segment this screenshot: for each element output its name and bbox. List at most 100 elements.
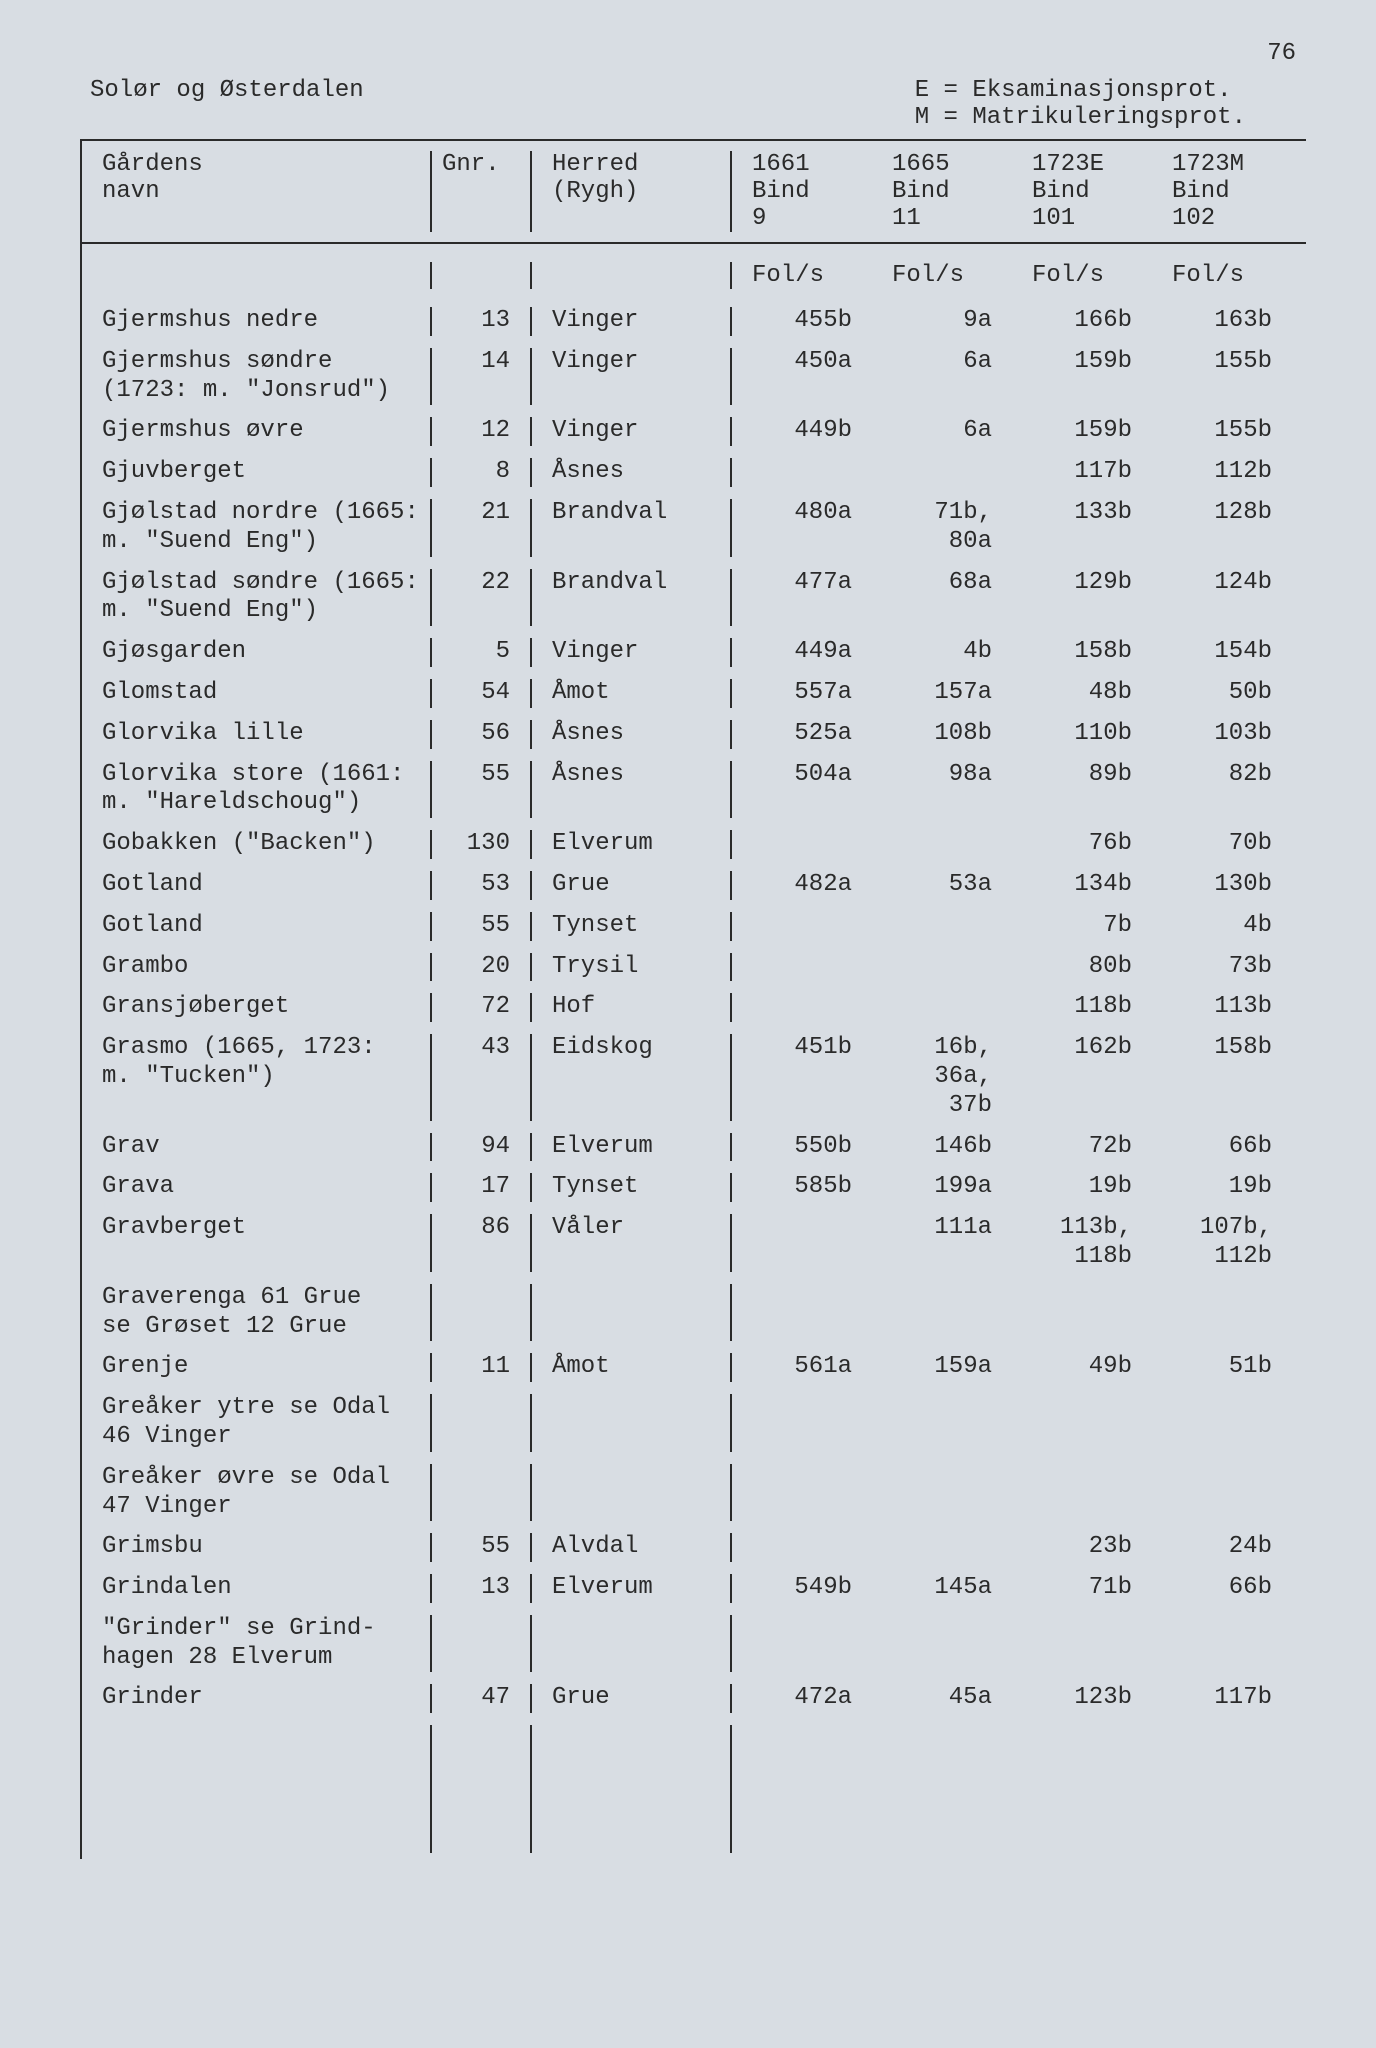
table-row: Gjermshus nedre13Vinger455b9a166b163b (82, 301, 1306, 342)
table-row: Grav94Elverum550b146b72b66b (82, 1127, 1306, 1168)
table-row: Gotland53Grue482a53a134b130b (82, 865, 1306, 906)
cell-navn: Gjølstad søndre (1665: m. "Suend Eng") (82, 569, 432, 627)
cell-bind3: 19b (1012, 1173, 1152, 1202)
cell-navn: Glomstad (82, 679, 432, 708)
cell-bind3 (1012, 1615, 1152, 1673)
cell-bind4: 24b (1152, 1533, 1292, 1562)
region-title: Solør og Østerdalen (50, 77, 364, 131)
cell-bind2 (872, 993, 1012, 1022)
cell-bind4: 66b (1152, 1133, 1292, 1162)
padding-cell (872, 1725, 1012, 1853)
cell-bind3: 71b (1012, 1574, 1152, 1603)
cell-bind2: 157a (872, 679, 1012, 708)
cell-bind3: 123b (1012, 1684, 1152, 1713)
table-row: Grasmo (1665, 1723: m. "Tucken")43Eidsko… (82, 1028, 1306, 1126)
cell-navn: Glorvika store (1661: m. "Hareldschoug") (82, 761, 432, 819)
cell-bind3: 110b (1012, 720, 1152, 749)
cell-bind4: 163b (1152, 307, 1292, 336)
padding-cell (1012, 1725, 1152, 1853)
cell-bind3 (1012, 1394, 1152, 1452)
table-row: Grimsbu55Alvdal23b24b (82, 1527, 1306, 1568)
cell-bind2: 68a (872, 569, 1012, 627)
fols-label-4: Fol/s (1152, 262, 1292, 289)
cell-herred: Brandval (532, 499, 732, 557)
table: Gårdens navn Gnr. Herred (Rygh) 1661 Bin… (80, 139, 1306, 1859)
cell-bind2 (872, 458, 1012, 487)
table-row: Graverenga 61 Grue se Grøset 12 Grue (82, 1278, 1306, 1348)
cell-bind2: 71b, 80a (872, 499, 1012, 557)
cell-bind2: 98a (872, 761, 1012, 819)
fols-row: Fol/s Fol/s Fol/s Fol/s (82, 244, 1306, 301)
cell-gnr (432, 1615, 532, 1673)
cell-navn: Gjuvberget (82, 458, 432, 487)
padding-cell (1152, 1725, 1292, 1853)
cell-herred: Eidskog (532, 1034, 732, 1120)
cell-bind1: 557a (732, 679, 872, 708)
table-row: Glorvika store (1661: m. "Hareldschoug")… (82, 755, 1306, 825)
cell-navn: Grenje (82, 1353, 432, 1382)
col-header-herred: Herred (Rygh) (532, 151, 732, 232)
cell-bind3: 133b (1012, 499, 1152, 557)
cell-bind2 (872, 1464, 1012, 1522)
cell-herred: Elverum (532, 1133, 732, 1162)
cell-bind2: 6a (872, 348, 1012, 406)
cell-navn: Gransjøberget (82, 993, 432, 1022)
cell-bind1: 477a (732, 569, 872, 627)
cell-gnr: 55 (432, 912, 532, 941)
cell-navn: Grambo (82, 953, 432, 982)
legend-line-2: M = Matrikuleringsprot. (915, 104, 1246, 131)
fols-label-2: Fol/s (872, 262, 1012, 289)
cell-bind4: 113b (1152, 993, 1292, 1022)
cell-bind4: 103b (1152, 720, 1292, 749)
cell-herred: Vinger (532, 638, 732, 667)
cell-gnr (432, 1284, 532, 1342)
cell-bind4: 124b (1152, 569, 1292, 627)
cell-navn: Gotland (82, 871, 432, 900)
cell-bind1: 549b (732, 1574, 872, 1603)
cell-gnr: 21 (432, 499, 532, 557)
cell-herred: Brandval (532, 569, 732, 627)
padding-cell (532, 1725, 732, 1853)
page-number: 76 (50, 40, 1326, 67)
cell-bind3: 117b (1012, 458, 1152, 487)
header-row: Solør og Østerdalen E = Eksaminasjonspro… (50, 77, 1326, 131)
cell-bind2 (872, 1615, 1012, 1673)
cell-bind2 (872, 953, 1012, 982)
cell-gnr: 54 (432, 679, 532, 708)
fols-label-1: Fol/s (732, 262, 872, 289)
cell-herred (532, 1284, 732, 1342)
cell-navn: Gravberget (82, 1214, 432, 1272)
cell-navn: Grindalen (82, 1574, 432, 1603)
cell-gnr: 5 (432, 638, 532, 667)
cell-navn: Gotland (82, 912, 432, 941)
cell-bind3: 48b (1012, 679, 1152, 708)
cell-bind1 (732, 1615, 872, 1673)
table-header: Gårdens navn Gnr. Herred (Rygh) 1661 Bin… (82, 141, 1306, 244)
cell-gnr: 130 (432, 830, 532, 859)
table-row: Gotland55Tynset7b4b (82, 906, 1306, 947)
cell-bind3: 159b (1012, 348, 1152, 406)
cell-bind4: 130b (1152, 871, 1292, 900)
cell-navn: Gjermshus nedre (82, 307, 432, 336)
cell-bind3: 72b (1012, 1133, 1152, 1162)
cell-bind3 (1012, 1284, 1152, 1342)
col-header-bind2: 1665 Bind 11 (872, 151, 1012, 232)
cell-bind3: 80b (1012, 953, 1152, 982)
cell-bind1: 449a (732, 638, 872, 667)
table-row: Grinder47Grue472a45a123b117b (82, 1678, 1306, 1719)
cell-bind4: 154b (1152, 638, 1292, 667)
cell-bind3 (1012, 1464, 1152, 1522)
cell-bind3: 158b (1012, 638, 1152, 667)
cell-bind3: 118b (1012, 993, 1152, 1022)
table-row: Glomstad54Åmot557a157a48b50b (82, 673, 1306, 714)
cell-herred: Grue (532, 871, 732, 900)
table-row: Grindalen13Elverum549b145a71b66b (82, 1568, 1306, 1609)
cell-herred: Alvdal (532, 1533, 732, 1562)
cell-bind2: 111a (872, 1214, 1012, 1272)
cell-bind2: 146b (872, 1133, 1012, 1162)
cell-herred: Åmot (532, 679, 732, 708)
table-row: Gravberget86Våler111a113b, 118b107b, 112… (82, 1208, 1306, 1278)
cell-bind1: 450a (732, 348, 872, 406)
cell-gnr: 20 (432, 953, 532, 982)
cell-bind1 (732, 830, 872, 859)
